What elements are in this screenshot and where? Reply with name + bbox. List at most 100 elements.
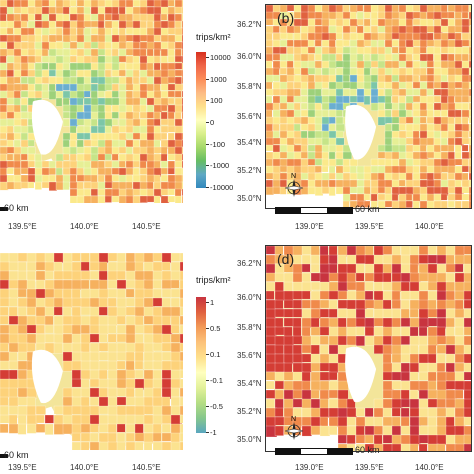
region-polygon (468, 130, 471, 138)
region-polygon (454, 299, 464, 310)
region-polygon (384, 130, 393, 139)
region-polygon (382, 308, 393, 318)
region-polygon (274, 335, 286, 346)
region-polygon (179, 315, 183, 325)
region-polygon (27, 27, 35, 36)
region-polygon (391, 18, 400, 27)
legend-tick-label: 0 (210, 118, 215, 127)
region-polygon (391, 425, 402, 437)
region-polygon (13, 181, 22, 190)
region-polygon (398, 95, 406, 104)
region-polygon (301, 290, 311, 300)
region-polygon (355, 434, 366, 444)
region-polygon (125, 62, 134, 71)
region-polygon (274, 425, 284, 436)
region-polygon (125, 270, 137, 281)
region-polygon (445, 263, 457, 273)
region-polygon (445, 317, 455, 328)
region-polygon (139, 41, 148, 50)
choropleth-map (266, 246, 471, 451)
region-polygon (468, 81, 471, 89)
region-polygon (436, 246, 448, 256)
region-polygon (83, 125, 91, 134)
region-polygon (427, 308, 438, 318)
region-polygon (328, 416, 340, 428)
north-arrow-icon: N (283, 413, 305, 441)
region-polygon (146, 111, 154, 119)
region-polygon (8, 351, 18, 362)
map-panel-a: 60 km 139.5°E 140.0°E 140.5°E trips/km² … (0, 0, 237, 237)
region-polygon (146, 118, 156, 127)
region-polygon (292, 317, 302, 328)
region-polygon (17, 414, 27, 426)
region-polygon (71, 369, 81, 380)
region-polygon (400, 380, 411, 392)
region-polygon (364, 434, 374, 444)
region-polygon (356, 5, 364, 12)
region-polygon (377, 39, 385, 48)
region-polygon (8, 261, 19, 271)
region-polygon (419, 74, 428, 82)
region-polygon (310, 416, 321, 427)
region-polygon (398, 130, 408, 139)
region-polygon (125, 369, 136, 379)
region-polygon (382, 371, 393, 381)
region-polygon (76, 118, 85, 126)
region-polygon (55, 34, 63, 42)
region-polygon (41, 174, 50, 183)
region-polygon (447, 39, 456, 49)
region-polygon (0, 342, 9, 352)
region-polygon (436, 353, 446, 364)
region-polygon (181, 181, 183, 191)
region-polygon (419, 32, 428, 41)
region-polygon (412, 179, 422, 187)
region-polygon (384, 144, 393, 152)
region-polygon (34, 181, 42, 190)
region-polygon (377, 193, 386, 201)
region-polygon (400, 246, 412, 256)
region-polygon (118, 69, 126, 77)
legend-tick-mark (206, 165, 209, 167)
region-polygon (319, 344, 329, 356)
region-polygon (69, 34, 79, 42)
region-polygon (391, 11, 400, 20)
region-polygon (319, 272, 331, 283)
region-polygon (41, 6, 50, 16)
region-polygon (377, 165, 386, 174)
region-polygon (118, 111, 127, 120)
region-polygon (463, 290, 471, 301)
region-polygon (468, 11, 471, 21)
region-polygon (468, 46, 471, 55)
region-polygon (153, 97, 163, 106)
region-polygon (405, 53, 413, 62)
region-polygon (134, 342, 145, 353)
region-polygon (134, 306, 145, 317)
region-polygon (181, 125, 183, 134)
region-polygon (436, 263, 447, 275)
region-polygon (143, 369, 155, 380)
region-polygon (454, 272, 465, 283)
region-polygon (346, 254, 357, 265)
region-polygon (440, 11, 449, 19)
region-polygon (139, 20, 147, 29)
region-polygon (301, 344, 312, 354)
region-polygon (266, 362, 276, 373)
region-polygon (26, 261, 37, 272)
region-polygon (161, 441, 172, 450)
region-polygon (314, 165, 322, 173)
region-polygon (310, 353, 321, 365)
region-polygon (6, 167, 14, 175)
region-polygon (274, 380, 284, 390)
legend-tick-label: -0.1 (210, 376, 223, 385)
region-polygon (440, 200, 448, 208)
region-polygon (335, 102, 345, 111)
region-polygon (26, 288, 37, 299)
region-polygon (179, 288, 183, 300)
region-polygon (319, 362, 330, 372)
region-polygon (167, 125, 176, 133)
region-polygon (445, 407, 455, 418)
region-polygon (409, 326, 419, 338)
region-polygon (71, 405, 82, 415)
region-polygon (80, 315, 91, 327)
region-polygon (418, 443, 428, 451)
